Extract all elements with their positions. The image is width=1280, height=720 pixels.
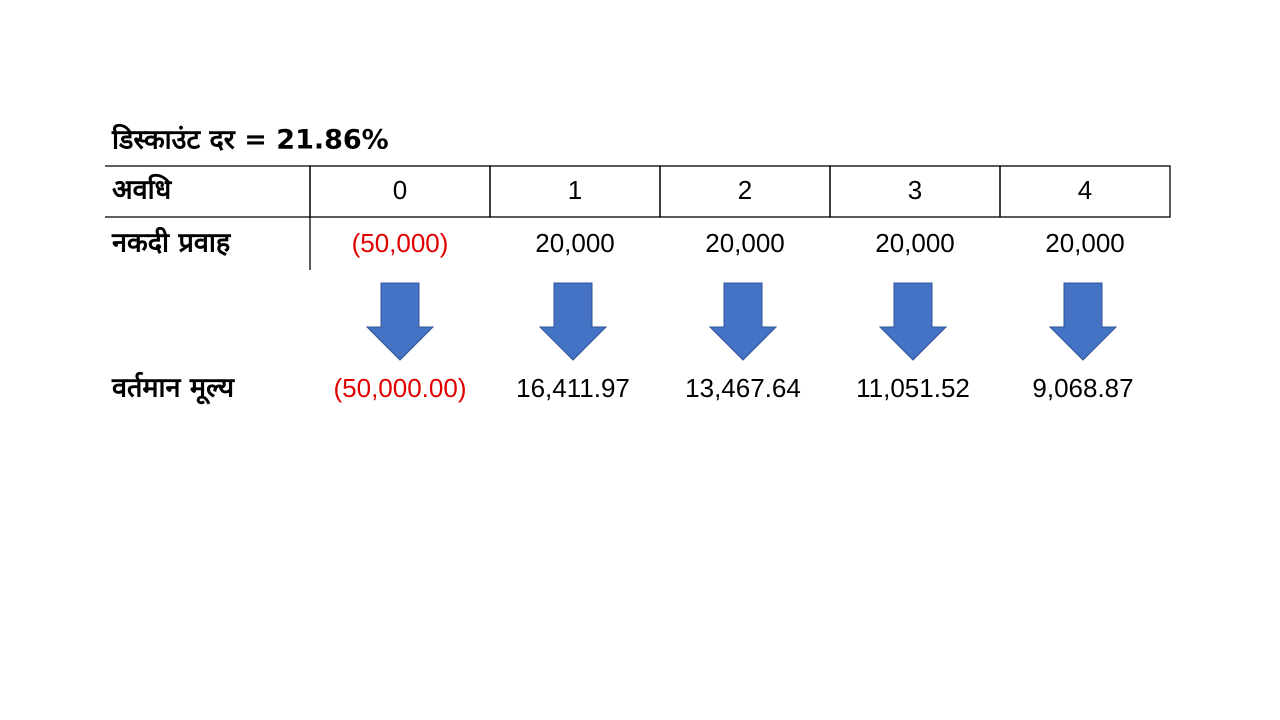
period: 0 bbox=[393, 175, 407, 205]
present-value: (50,000.00) bbox=[334, 373, 467, 403]
present-value: 16,411.97 bbox=[516, 373, 630, 403]
down-arrow bbox=[1048, 282, 1118, 361]
cash-flow: (50,000) bbox=[352, 228, 449, 258]
cash-flow: 20,000 bbox=[875, 228, 955, 258]
present-value: 9,068.87 bbox=[1032, 373, 1133, 403]
down-arrow bbox=[538, 282, 608, 361]
present-value: 11,051.52 bbox=[856, 373, 970, 403]
down-arrow bbox=[708, 282, 778, 361]
header-cell bbox=[999, 165, 1171, 218]
down-arrow bbox=[878, 282, 948, 361]
row-label: नकदी प्रवाह bbox=[111, 227, 232, 259]
title: डिस्काउंट दर = 21.86% bbox=[111, 124, 389, 156]
cash-flow: 20,000 bbox=[1045, 228, 1125, 258]
period: 4 bbox=[1078, 175, 1092, 205]
arrows bbox=[365, 282, 1118, 361]
cash-flow: 20,000 bbox=[705, 228, 785, 258]
cash-flow: 20,000 bbox=[535, 228, 615, 258]
period: 2 bbox=[738, 175, 752, 205]
period: 3 bbox=[908, 175, 922, 205]
row-label: वर्तमान मूल्य bbox=[111, 372, 235, 406]
row-label: अवधि bbox=[112, 174, 173, 206]
present-value: 13,467.64 bbox=[685, 373, 801, 403]
down-arrow bbox=[365, 282, 435, 361]
period: 1 bbox=[568, 175, 582, 205]
